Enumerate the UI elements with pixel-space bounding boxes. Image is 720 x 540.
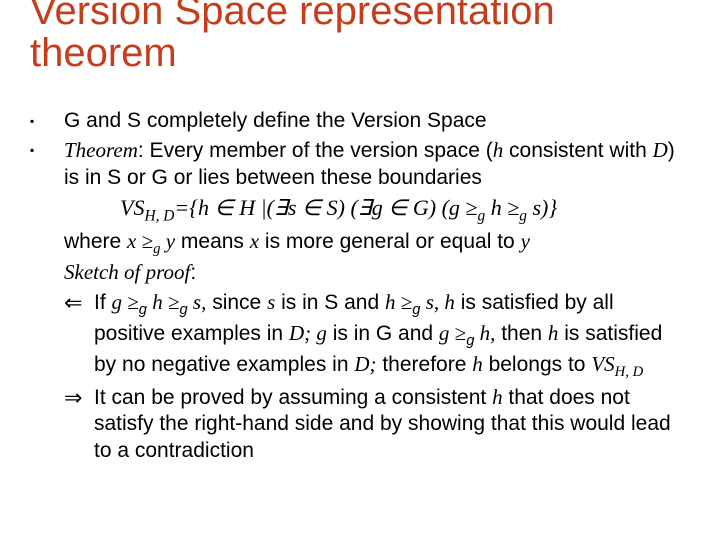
S: S) (	[321, 195, 358, 220]
v: h,	[474, 321, 495, 345]
t: It can be proved by assuming a consisten…	[94, 386, 492, 409]
ge-sym: ≥	[507, 195, 519, 220]
text: means	[175, 230, 250, 253]
sub-g: g	[180, 302, 188, 318]
exists-sym: ∃	[274, 195, 288, 220]
bullet-1-text: G and S completely define the Version Sp…	[64, 108, 690, 135]
H: H |(	[234, 195, 274, 220]
vs: VS	[120, 195, 144, 220]
t: then	[495, 322, 548, 345]
ge-sym: ≥	[168, 290, 180, 314]
s: s	[288, 195, 302, 220]
ge-sym: ≥	[401, 290, 413, 314]
text: consistent with	[503, 139, 652, 162]
left-arrow-icon: ⇐	[64, 289, 94, 382]
bullet-icon: ▪	[30, 108, 64, 135]
slide-title: Version Space representation theorem	[30, 0, 690, 74]
slide-body: ▪ G and S completely define the Version …	[30, 108, 690, 465]
var-x: x	[127, 229, 142, 253]
v: s,	[188, 290, 207, 314]
sketch-line: Sketch of proof:	[64, 259, 690, 287]
end: s)}	[527, 195, 557, 220]
formula: VSH, D={h ∈ H |(∃s ∈ S) (∃g ∈ G) (g ≥g h…	[120, 194, 690, 226]
bullet-icon: ▪	[30, 137, 64, 192]
text: : Every member of the version space (	[138, 139, 493, 162]
proof-right-text: It can be proved by assuming a consisten…	[94, 384, 690, 466]
var-x: x	[250, 229, 259, 253]
var-D: D	[653, 138, 668, 162]
proof-left-text: If g ≥g h ≥g s, since s is in S and h ≥g…	[94, 289, 690, 382]
v: s, h	[420, 290, 454, 314]
var-y: y	[521, 229, 530, 253]
v: h	[492, 385, 503, 409]
t: If	[94, 291, 112, 314]
proof-right: ⇒ It can be proved by assuming a consist…	[64, 384, 690, 466]
v: g	[112, 290, 128, 314]
v: h	[147, 290, 168, 314]
t: since	[206, 291, 267, 314]
bullet-2-text: Theorem: Every member of the version spa…	[64, 137, 690, 192]
eq: ={h	[174, 195, 214, 220]
proof-left: ⇐ If g ≥g h ≥g s, since s is in S and h …	[64, 289, 690, 382]
v: h	[548, 321, 559, 345]
v: D; g	[289, 321, 327, 345]
v: h	[385, 290, 401, 314]
v: VS	[591, 352, 614, 376]
exists-sym: ∃	[358, 195, 372, 220]
v: D;	[354, 352, 376, 376]
text: is more general or equal to	[259, 230, 520, 253]
t: belongs to	[483, 353, 592, 376]
v: g	[439, 321, 455, 345]
var-h: h	[493, 138, 504, 162]
bullet-2: ▪ Theorem: Every member of the version s…	[30, 137, 690, 192]
where-line: where x ≥g y means x is more general or …	[64, 228, 690, 259]
v: h	[472, 352, 483, 376]
text: where	[64, 230, 127, 253]
in-sym: ∈	[388, 195, 407, 220]
t: therefore	[377, 353, 473, 376]
ge-sym: ≥	[465, 195, 477, 220]
var-y: y	[160, 229, 175, 253]
sub-hd: H, D	[615, 364, 644, 380]
t: is in S and	[275, 291, 385, 314]
sub-g: g	[519, 207, 527, 224]
sub-hd: H, D	[144, 207, 174, 224]
g: g	[372, 195, 389, 220]
mid: h	[485, 195, 507, 220]
in-sym: ∈	[302, 195, 321, 220]
sketch-label: Sketch of proof	[64, 260, 190, 284]
t: is in G and	[327, 322, 439, 345]
ge-sym: ≥	[127, 290, 139, 314]
in-sym: ∈	[215, 195, 234, 220]
right-arrow-icon: ⇒	[64, 384, 94, 466]
sub-g: g	[139, 302, 147, 318]
slide: Version Space representation theorem ▪ G…	[0, 0, 720, 540]
bullet-1: ▪ G and S completely define the Version …	[30, 108, 690, 135]
ge-sym: ≥	[142, 229, 154, 253]
ge-sym: ≥	[455, 321, 467, 345]
colon: :	[190, 261, 196, 284]
G: G) (g	[407, 195, 465, 220]
theorem-label: Theorem	[64, 138, 138, 162]
